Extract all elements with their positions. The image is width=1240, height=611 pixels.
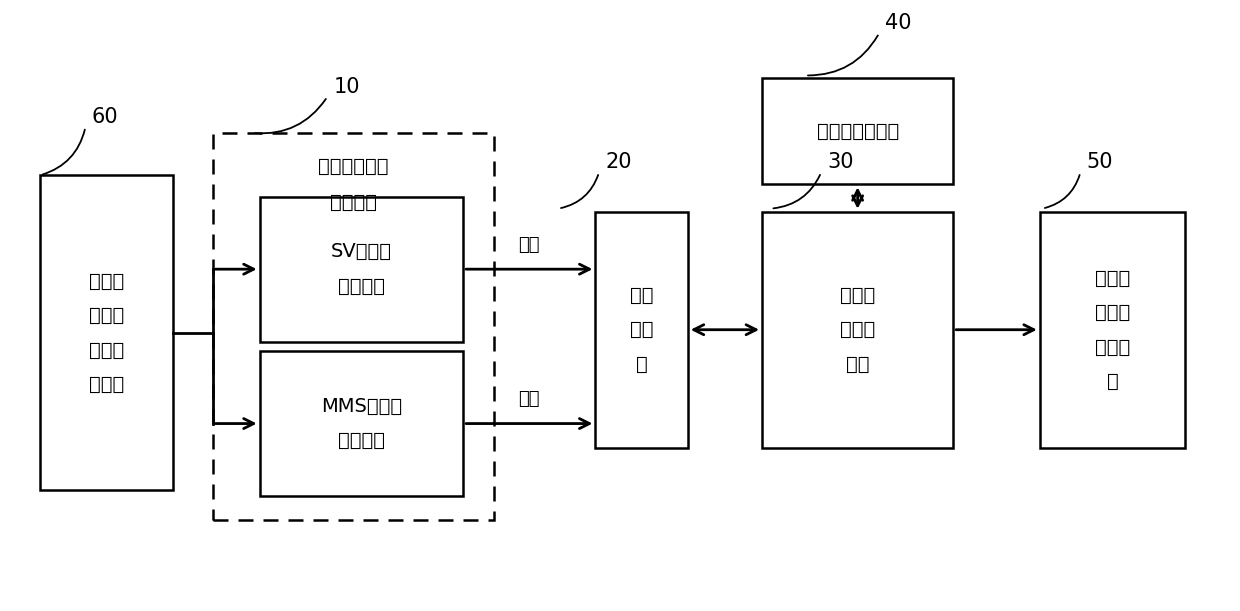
Text: 设备采: 设备采	[839, 286, 875, 305]
Text: 任务管: 任务管	[89, 340, 124, 359]
Text: 60: 60	[92, 107, 118, 127]
Text: 设备校验规则库: 设备校验规则库	[816, 122, 899, 141]
Text: SV侧数据: SV侧数据	[331, 243, 392, 262]
Text: 模块: 模块	[846, 355, 869, 374]
Text: 采集模块: 采集模块	[337, 431, 384, 450]
Text: 理模块: 理模块	[89, 375, 124, 394]
Text: 20: 20	[605, 152, 631, 172]
Text: 样校验: 样校验	[839, 320, 875, 339]
Text: 设备校: 设备校	[1095, 268, 1130, 287]
Text: 样校验: 样校验	[89, 306, 124, 325]
Text: 40: 40	[885, 13, 911, 33]
Text: 块: 块	[1106, 372, 1118, 391]
Text: 发布模: 发布模	[1095, 337, 1130, 356]
Text: 设备采: 设备采	[89, 271, 124, 290]
Bar	[595, 211, 688, 448]
Bar	[259, 351, 464, 496]
Text: 验信息: 验信息	[1095, 303, 1130, 322]
Text: 10: 10	[334, 76, 360, 97]
Text: 50: 50	[1086, 152, 1114, 172]
Text: 存储: 存储	[518, 236, 539, 254]
Text: 高速: 高速	[630, 286, 653, 305]
Bar	[761, 211, 954, 448]
Text: 30: 30	[827, 152, 854, 172]
Text: 器: 器	[636, 355, 647, 374]
Text: 存储: 存储	[630, 320, 653, 339]
Bar	[40, 175, 174, 490]
Bar	[212, 133, 494, 521]
Bar	[761, 78, 954, 185]
Bar	[1039, 211, 1185, 448]
Text: 存储: 存储	[518, 390, 539, 408]
Text: 采集模块: 采集模块	[337, 277, 384, 296]
Text: 采集模块: 采集模块	[330, 193, 377, 212]
Text: 设备采样信息: 设备采样信息	[319, 157, 388, 176]
Bar	[259, 197, 464, 342]
Text: MMS侧数据: MMS侧数据	[321, 397, 402, 416]
